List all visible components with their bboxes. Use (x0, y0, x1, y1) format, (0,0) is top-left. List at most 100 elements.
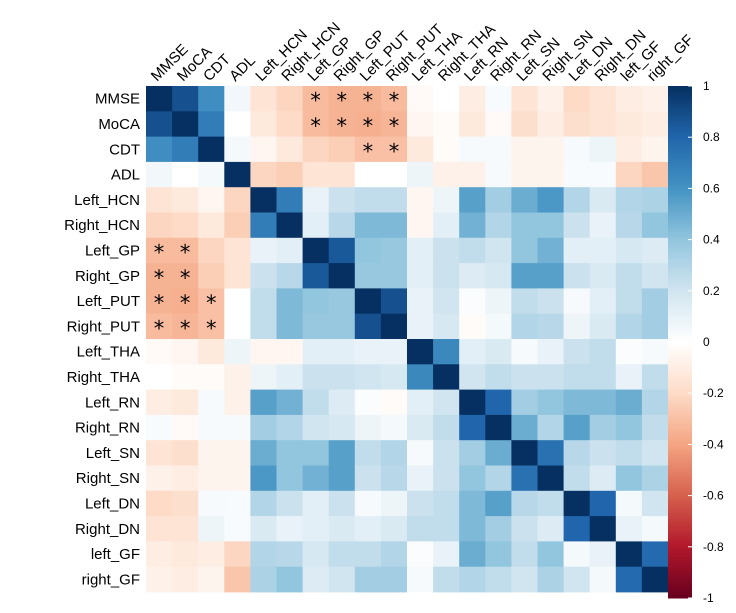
heatmap-cell-Right_HCN-Left_SN (511, 212, 538, 239)
significance-star: * (363, 139, 374, 163)
heatmap-cell-Left_DN-ADL (224, 490, 251, 517)
colorbar-segment (668, 229, 692, 233)
colorbar-segment (668, 446, 692, 451)
heatmap-cell-Right_SN-ADL (224, 465, 251, 492)
heatmap-cell-MMSE-MMSE (146, 86, 173, 112)
heatmap-cell-Right_HCN-CDT (198, 212, 225, 239)
colorbar-segment (668, 224, 692, 228)
row-label: Right_PUT (67, 318, 140, 335)
heatmap-cell-Right_DN-Left_DN (563, 516, 591, 542)
colorbar-segment (668, 244, 692, 248)
heatmap-cell-Left_GP-Right_GP (328, 237, 356, 264)
colorbar-segment (668, 395, 692, 399)
colorbar-segment (668, 121, 692, 125)
colorbar: 1 0.8 0.6 0.4 0.2 0 -0.2 -0.4 -0.6 -0.8 -1 (668, 79, 724, 605)
heatmap-cell-MMSE-Left_SN (511, 86, 538, 112)
heatmap-cell-Left_DN-Left_RN (459, 490, 486, 517)
colorbar-segment (668, 452, 692, 456)
heatmap-cell-Left_GP-left_GF (615, 237, 643, 264)
colorbar-segment (668, 449, 692, 453)
heatmap-cell-Left_GP-right_GF (641, 237, 669, 264)
heatmap-cell-MMSE-Right_HCN (276, 86, 303, 112)
heatmap-cell-Right_PUT-Left_RN (459, 313, 486, 340)
row-label: Left_PUT (77, 293, 140, 310)
heatmap-cell-Right_HCN-Right_SN (537, 212, 564, 239)
colorbar-segment (668, 557, 692, 561)
colorbar-segment (668, 155, 692, 159)
heatmap-cell-Right_SN-Left_RN (459, 465, 486, 492)
colorbar-segment (668, 472, 692, 476)
colorbar-segment (668, 167, 692, 171)
heatmap-cell-MMSE-CDT (198, 86, 225, 112)
heatmap-cell-Left_SN-Right_SN (537, 440, 564, 466)
heatmap-cell-right_GF-Right_GP (328, 566, 356, 593)
heatmap-cell-CDT-Right_PUT (380, 136, 408, 163)
heatmap-cell-Left_RN-Left_RN (459, 389, 486, 416)
colorbar-segment (668, 285, 692, 289)
heatmap-cell-Right_RN-Right_HCN (276, 414, 303, 441)
heatmap-cell-Left_GP-Left_SN (511, 237, 538, 264)
colorbar-segment (668, 272, 692, 276)
heatmap-cell-Left_GP-MoCA (172, 237, 199, 264)
colorbar-segment (668, 587, 692, 591)
heatmap-cell-Right_HCN-MMSE (146, 212, 173, 239)
heatmap-cell-Left_THA-Left_PUT (354, 339, 382, 365)
heatmap-cell-MoCA-Left_HCN (250, 111, 277, 137)
colorbar-segment (668, 231, 692, 235)
heatmap-cell-Right_HCN-left_GF (615, 212, 643, 239)
heatmap-cell-right_GF-MoCA (172, 566, 199, 593)
heatmap-cell-Right_GP-right_GF (641, 263, 669, 289)
heatmap-cell-Left_THA-Right_GP (328, 339, 356, 365)
significance-star: * (389, 139, 400, 163)
colorbar-segment (668, 214, 692, 218)
colorbar-segment (668, 265, 692, 269)
heatmap-cell-Right_RN-Right_SN (537, 414, 564, 441)
heatmap-cell-Left_GP-ADL (224, 237, 251, 264)
heatmap-cell-Left_HCN-Left_GP (302, 187, 330, 213)
heatmap-cell-Left_GP-Left_GP (302, 237, 330, 264)
colorbar-segment (668, 170, 692, 174)
heatmap-cell-CDT-right_GF (641, 136, 669, 163)
colorbar-segment (668, 114, 692, 118)
heatmap-cell-MMSE-Right_THA (433, 86, 460, 112)
heatmap-cell-CDT-Right_GP (328, 136, 356, 163)
heatmap-cell-Left_HCN-Right_GP (328, 187, 356, 213)
colorbar-segment (668, 367, 692, 371)
row-label: Right_SN (76, 470, 140, 487)
colorbar-segment (668, 152, 692, 156)
heatmap-cell-Right_THA-Left_SN (511, 364, 538, 390)
heatmap-cell-Right_SN-Right_DN (589, 465, 617, 492)
heatmap-cell-Left_RN-Right_HCN (276, 389, 303, 416)
colorbar-segment (668, 362, 692, 366)
colorbar-segment (668, 408, 692, 412)
heatmap-cell-Right_HCN-Left_PUT (354, 212, 382, 239)
heatmap-cell-Right_SN-Left_DN (563, 465, 591, 492)
colorbar-segment (668, 592, 692, 596)
heatmap-cell-Left_DN-MMSE (146, 490, 173, 517)
heatmap-cell-Right_PUT-Right_RN (485, 313, 512, 340)
heatmap-cell-Right_RN-Right_GP (328, 414, 356, 441)
heatmap-cell-left_GF-Left_PUT (354, 541, 382, 568)
heatmap-cell-MMSE-Left_PUT (354, 86, 382, 112)
significance-star: * (180, 266, 191, 290)
colorbar-segment (668, 470, 692, 474)
heatmap-cell-Right_HCN-ADL (224, 212, 251, 239)
heatmap-cell-MoCA-ADL (224, 111, 251, 137)
heatmap-cell-Left_THA-Left_SN (511, 339, 538, 365)
heatmap-cell-right_GF-ADL (224, 566, 251, 593)
heatmap-cell-Right_DN-Left_THA (407, 516, 434, 542)
row-label: Left_SN (86, 445, 140, 462)
heatmap-cell-right_GF-Left_GP (302, 566, 330, 593)
colorbar-segment (668, 426, 692, 430)
colorbar-segment (668, 536, 692, 540)
heatmap-cell-ADL-Left_HCN (250, 161, 277, 188)
significance-star: * (180, 240, 191, 264)
heatmap-cell-CDT-Left_DN (563, 136, 591, 163)
colorbar-segment (668, 139, 692, 143)
heatmap-cell-Right_PUT-Left_DN (563, 313, 591, 340)
colorbar-segment (668, 498, 692, 502)
colorbar-segment (668, 180, 692, 184)
heatmap-cell-MoCA-Left_THA (407, 111, 434, 137)
heatmap-cell-Right_HCN-Left_GP (302, 212, 330, 239)
heatmap-cell-Left_GP-Left_DN (563, 237, 591, 264)
